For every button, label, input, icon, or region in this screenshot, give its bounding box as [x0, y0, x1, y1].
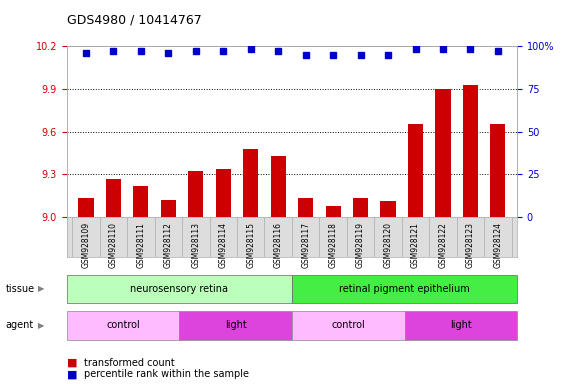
Bar	[490, 124, 505, 217]
Text: GSM928111: GSM928111	[137, 222, 145, 268]
Bar	[161, 200, 176, 217]
Text: GSM928121: GSM928121	[411, 222, 420, 268]
Bar	[435, 89, 450, 217]
Text: neurosensory retina: neurosensory retina	[130, 284, 228, 294]
Bar	[106, 179, 121, 217]
Bar	[381, 201, 396, 217]
Text: agent: agent	[6, 320, 34, 331]
Text: GSM928122: GSM928122	[439, 222, 447, 268]
Bar	[271, 156, 286, 217]
Text: tissue: tissue	[6, 284, 35, 294]
Text: light: light	[225, 320, 246, 331]
Text: retinal pigment epithelium: retinal pigment epithelium	[339, 284, 470, 294]
Text: GSM928124: GSM928124	[493, 222, 503, 268]
Bar	[353, 199, 368, 217]
Text: GDS4980 / 10414767: GDS4980 / 10414767	[67, 13, 202, 26]
Text: GSM928112: GSM928112	[164, 222, 173, 268]
Text: ▶: ▶	[38, 321, 44, 330]
Text: GSM928117: GSM928117	[301, 222, 310, 268]
Bar	[78, 199, 94, 217]
Bar	[216, 169, 231, 217]
Text: GSM928109: GSM928109	[81, 222, 91, 268]
Bar	[298, 199, 313, 217]
Text: ■: ■	[67, 358, 77, 368]
Text: GSM928123: GSM928123	[466, 222, 475, 268]
Text: GSM928118: GSM928118	[329, 222, 338, 268]
Bar	[463, 84, 478, 217]
Text: control: control	[106, 320, 140, 331]
Text: GSM928114: GSM928114	[219, 222, 228, 268]
Text: GSM928119: GSM928119	[356, 222, 365, 268]
Text: ▶: ▶	[38, 285, 44, 293]
Text: percentile rank within the sample: percentile rank within the sample	[84, 369, 249, 379]
Bar	[408, 124, 423, 217]
Text: light: light	[450, 320, 472, 331]
Text: GSM928120: GSM928120	[383, 222, 393, 268]
Bar	[243, 149, 259, 217]
Text: control: control	[331, 320, 365, 331]
Bar	[134, 185, 149, 217]
Text: GSM928115: GSM928115	[246, 222, 255, 268]
Text: transformed count: transformed count	[84, 358, 175, 368]
Text: GSM928113: GSM928113	[191, 222, 200, 268]
Bar	[188, 171, 203, 217]
Bar	[325, 205, 340, 217]
Text: GSM928116: GSM928116	[274, 222, 283, 268]
Text: ■: ■	[67, 369, 77, 379]
Text: GSM928110: GSM928110	[109, 222, 118, 268]
